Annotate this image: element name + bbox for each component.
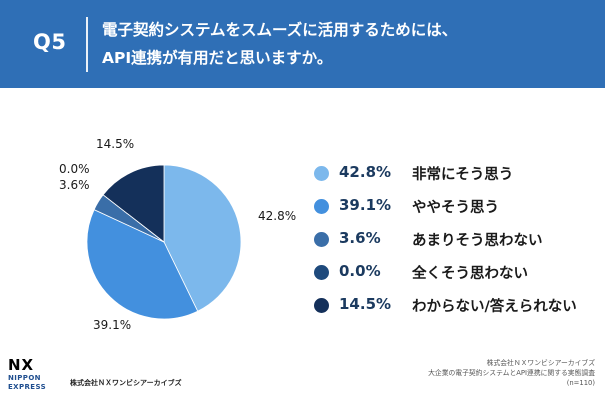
pie-data-label: 39.1% [93,318,131,332]
legend-swatch [314,232,329,247]
legend-value: 3.6% [339,229,381,247]
pie-slice [102,164,165,243]
pie-data-label: 42.8% [258,209,296,223]
legend-item: 0.0% 全くそう思わない [314,261,594,285]
sample-size: (n=110) [566,379,595,387]
legend-label: ややそう思う [412,200,499,216]
legend-item: 3.6% あまりそう思わない [314,228,594,252]
legend-item: 39.1% ややそう思う [314,195,594,219]
logo-mark: NX [8,356,35,374]
legend-label: 非常にそう思う [412,167,514,183]
question-number: Q5 [33,30,67,54]
legend-label: 全くそう思わない [412,266,528,282]
pie-data-label: 14.5% [96,137,134,151]
question-line-2: API連携が有用だと思いますか。 [102,49,333,67]
legend-value: 0.0% [339,262,381,280]
legend-value: 14.5% [339,295,392,313]
legend-swatch [314,166,329,181]
pie-slice [86,209,199,320]
header-divider [86,17,88,72]
question-line-1: 電子契約システムをスムーズに活用するためには、 [102,21,458,39]
legend-swatch [314,298,329,313]
source-note: 株式会社ＮＸワンビシアーカイブズ 大企業の電子契約システムとAPI連携に関する実… [428,358,595,388]
source-survey: 大企業の電子契約システムとAPI連携に関する実態調査 [428,369,595,377]
legend-label: わからない/答えられない [412,299,577,315]
legend-item: 14.5% わからない/答えられない [314,294,594,318]
footer-company-name: 株式会社ＮＸワンビシアーカイブズ [70,379,182,387]
legend-swatch [314,199,329,214]
pie-slice [163,164,242,312]
legend-item: 42.8% 非常にそう思う [314,162,594,186]
question-text: 電子契約システムをスムーズに活用するためには、 API連携が有用だと思いますか。 [102,16,457,72]
source-company: 株式会社ＮＸワンビシアーカイブズ [486,359,595,367]
pie-data-label: 3.6% [59,178,90,192]
pie-data-label: 0.0% [59,162,90,176]
logo-text-nippon: NIPPON [8,374,41,382]
legend-swatch [314,265,329,280]
legend-label: あまりそう思わない [412,233,543,249]
nippon-express-logo: NX NIPPON EXPRESS [8,356,64,396]
legend-value: 39.1% [339,196,392,214]
question-header: Q5 電子契約システムをスムーズに活用するためには、 API連携が有用だと思いま… [0,0,605,88]
logo-text-express: EXPRESS [8,383,47,391]
legend-value: 42.8% [339,163,392,181]
